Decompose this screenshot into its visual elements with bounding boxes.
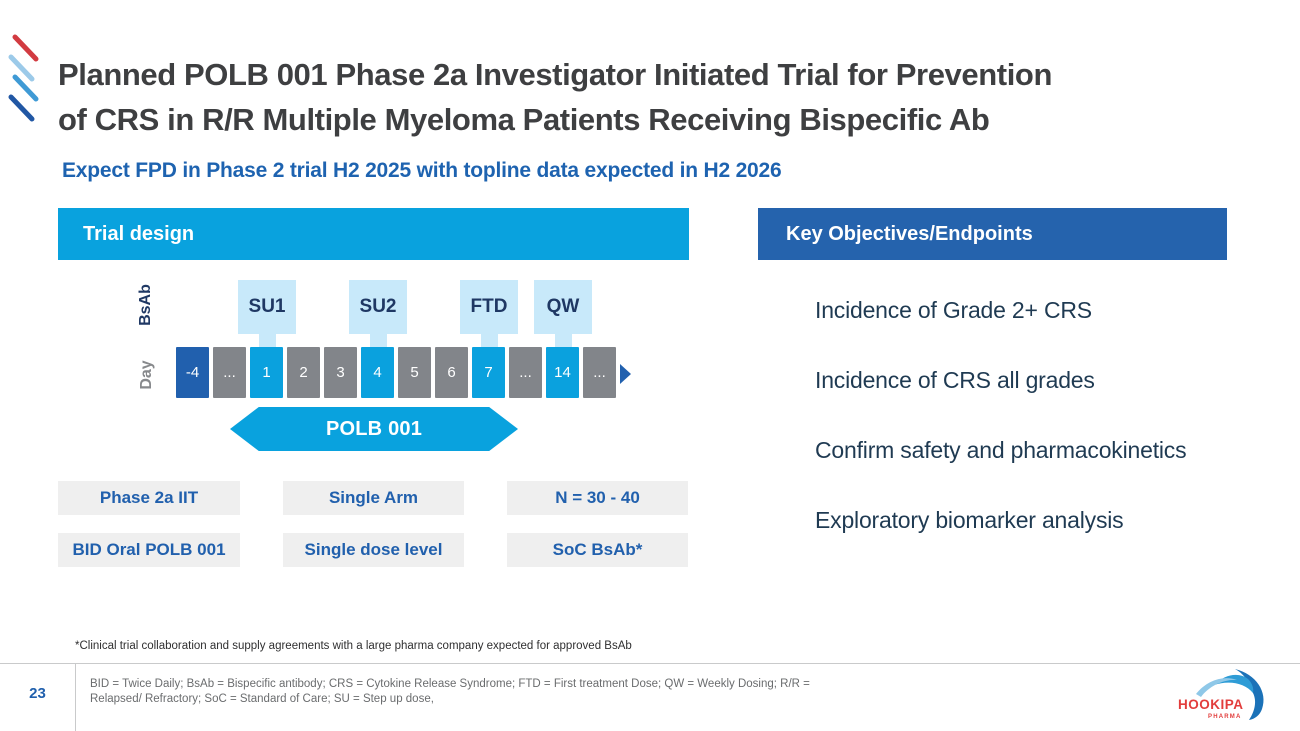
info-box-n: N = 30 - 40 bbox=[507, 481, 688, 515]
accent-line-lightblue bbox=[8, 54, 35, 82]
title-line-2: of CRS in R/R Multiple Myeloma Patients … bbox=[58, 102, 990, 137]
footnote: *Clinical trial collaboration and supply… bbox=[75, 640, 632, 652]
callout-su2-stem bbox=[369, 334, 387, 350]
accent-line-blue bbox=[12, 74, 39, 102]
accent-line-red bbox=[12, 34, 39, 62]
objectives-list: Incidence of Grade 2+ CRS Incidence of C… bbox=[815, 297, 1187, 534]
timeline-cell: 3 bbox=[324, 347, 357, 398]
day-timeline: -4 ... 1 2 3 4 5 6 7 ... 14 ... bbox=[176, 347, 616, 398]
timeline-cell: -4 bbox=[176, 347, 209, 398]
logo-subbrand-text: PHARMA bbox=[1208, 714, 1242, 720]
callout-su2-box: SU2 bbox=[349, 280, 407, 334]
info-box-phase: Phase 2a IIT bbox=[58, 481, 240, 515]
info-box-arm: Single Arm bbox=[283, 481, 464, 515]
slide-subtitle: Expect FPD in Phase 2 trial H2 2025 with… bbox=[62, 159, 782, 182]
callout-ftd-stem bbox=[480, 334, 498, 350]
bsab-axis-label: BsAb bbox=[137, 284, 154, 326]
timeline-cell: 1 bbox=[250, 347, 283, 398]
abbreviations-line-1: BID = Twice Daily; BsAb = Bispecific ant… bbox=[90, 678, 810, 690]
timeline-cell: 5 bbox=[398, 347, 431, 398]
objective-item: Incidence of Grade 2+ CRS bbox=[815, 297, 1092, 323]
page-number: 23 bbox=[29, 685, 46, 702]
timeline-cell: 7 bbox=[472, 347, 505, 398]
objective-item: Exploratory biomarker analysis bbox=[815, 507, 1124, 533]
info-box-soc: SoC BsAb* bbox=[507, 533, 688, 567]
day-axis-label: Day bbox=[138, 360, 155, 390]
callout-su2: SU2 bbox=[349, 280, 407, 350]
logo-wave-dark-icon bbox=[1235, 669, 1264, 720]
callout-ftd: FTD bbox=[460, 280, 518, 350]
trial-design-header: Trial design bbox=[58, 208, 689, 260]
callout-qw-box: QW bbox=[534, 280, 592, 334]
callout-ftd-label: FTD bbox=[470, 296, 508, 317]
title-line-1: Planned POLB 001 Phase 2a Investigator I… bbox=[58, 57, 1052, 92]
callout-su1-box: SU1 bbox=[238, 280, 296, 334]
timeline-cell: 2 bbox=[287, 347, 320, 398]
timeline-cell: 6 bbox=[435, 347, 468, 398]
timeline-cell: ... bbox=[583, 347, 616, 398]
callout-qw: QW bbox=[534, 280, 592, 350]
objectives-header: Key Objectives/Endpoints bbox=[758, 208, 1227, 260]
timeline-cell: ... bbox=[213, 347, 246, 398]
callout-qw-label: QW bbox=[546, 296, 580, 317]
page-title: Planned POLB 001 Phase 2a Investigator I… bbox=[58, 52, 1258, 142]
callout-qw-stem bbox=[554, 334, 572, 350]
accent-lines bbox=[8, 34, 39, 122]
logo-wave-light-icon bbox=[1196, 678, 1237, 697]
timeline-cell: 4 bbox=[361, 347, 394, 398]
timeline-cell: 14 bbox=[546, 347, 579, 398]
objective-item: Incidence of CRS all grades bbox=[815, 367, 1095, 393]
trial-design-header-label: Trial design bbox=[83, 222, 195, 245]
timeline-continue-arrow-icon bbox=[620, 364, 631, 384]
objective-item: Confirm safety and pharmacokinetics bbox=[815, 437, 1187, 463]
trial-info-grid: Phase 2a IIT Single Arm N = 30 - 40 BID … bbox=[58, 481, 688, 567]
callout-su1-stem bbox=[258, 334, 276, 350]
callout-su1-label: SU1 bbox=[248, 296, 286, 317]
callout-su1: SU1 bbox=[238, 280, 296, 350]
abbreviations-line-2: Relapsed/ Refractory; SoC = Standard of … bbox=[90, 693, 434, 705]
callout-ftd-box: FTD bbox=[460, 280, 518, 334]
footer-vertical-divider bbox=[75, 664, 76, 731]
info-box-dosing: BID Oral POLB 001 bbox=[58, 533, 240, 567]
hookipa-logo: HOOKIPA PHARMA bbox=[1178, 669, 1264, 720]
objectives-header-label: Key Objectives/Endpoints bbox=[786, 222, 1033, 245]
polb-banner: POLB 001 bbox=[230, 407, 518, 451]
info-box-dose-level: Single dose level bbox=[283, 533, 464, 567]
callout-su2-label: SU2 bbox=[359, 296, 397, 317]
logo-brand-text: HOOKIPA bbox=[1178, 697, 1244, 712]
timeline-cell: ... bbox=[509, 347, 542, 398]
footer-divider bbox=[0, 663, 1300, 664]
abbreviations-text: BID = Twice Daily; BsAb = Bispecific ant… bbox=[90, 677, 900, 707]
accent-line-navy bbox=[8, 94, 35, 122]
